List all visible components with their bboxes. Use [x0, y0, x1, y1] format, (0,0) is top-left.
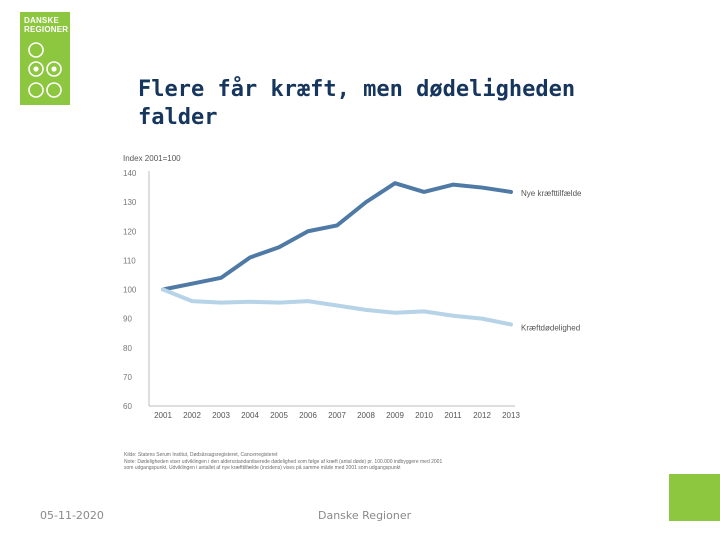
x-tick-label: 2011	[444, 411, 462, 420]
slide-title: Flere får kræft, men dødeligheden falder	[138, 76, 658, 132]
y-tick-label: 110	[123, 256, 136, 265]
x-tick-label: 2002	[183, 411, 201, 420]
series-line-0	[161, 181, 513, 292]
x-tick-label: 2001	[154, 411, 172, 420]
y-tick-labels: 60 70 80 90 100 110 120 130 140	[123, 169, 137, 411]
y-tick-label: 130	[123, 198, 137, 207]
corner-accent	[669, 474, 720, 521]
series-label: Nye kræfttilfælde	[521, 189, 582, 198]
chart-source: Kilde: Statens Serum Institut, Dødsårsag…	[124, 452, 278, 458]
line-chart: Index 2001=100 60 70 80 90 100 110 120 130 140 2…	[123, 154, 582, 420]
chart-notes: Kilde: Statens Serum Institut, Dødsårsag…	[124, 452, 524, 472]
slide-title-line-2: falder	[138, 105, 218, 130]
y-tick-label: 90	[123, 315, 132, 324]
x-tick-label: 2009	[386, 411, 404, 420]
footer-date: 05-11-2020	[40, 509, 104, 522]
y-tick-label: 80	[123, 344, 132, 353]
y-tick-label: 120	[123, 227, 137, 236]
y-tick-label: 100	[123, 286, 137, 295]
x-tick-label: 2006	[299, 411, 317, 420]
y-axis-label: Index 2001=100	[123, 154, 181, 163]
y-tick-label: 60	[123, 402, 132, 411]
x-tick-label: 2013	[502, 411, 520, 420]
y-tick-label: 70	[123, 373, 132, 382]
x-tick-label: 2003	[212, 411, 230, 420]
logo-line-2: REGIONER	[24, 25, 69, 34]
x-tick-label: 2005	[270, 411, 288, 420]
series-lines	[161, 181, 513, 327]
footer-organization: Danske Regioner	[318, 509, 412, 522]
x-tick-label: 2004	[241, 411, 259, 420]
danske-regioner-logo: DANSKE REGIONER	[20, 12, 70, 105]
x-tick-labels: 2001 2002 2003 2004 2005 2006 2007 2008 2009 2010…	[154, 411, 520, 420]
series-labels: Nye kræfttilfælde Kræftdødelighed	[521, 189, 582, 333]
x-tick-label: 2008	[357, 411, 375, 420]
logo-line-1: DANSKE	[24, 16, 59, 25]
x-tick-label: 2007	[328, 411, 346, 420]
series-label: Kræftdødelighed	[521, 323, 580, 332]
chart-note-line-1: Note: Dødeligheden viser udviklingen i d…	[124, 458, 443, 465]
series-line-1	[161, 287, 513, 327]
logo-circles-icon	[28, 42, 62, 98]
logo-text: DANSKE REGIONER	[24, 16, 68, 34]
y-tick-label: 140	[123, 169, 137, 178]
slide-title-line-1: Flere får kræft, men dødeligheden	[138, 77, 576, 102]
x-tick-label: 2012	[473, 411, 491, 420]
x-tick-label: 2010	[415, 411, 433, 420]
chart-note-line-2: som udgangspunkt. Udviklingen i antallet…	[124, 465, 401, 472]
